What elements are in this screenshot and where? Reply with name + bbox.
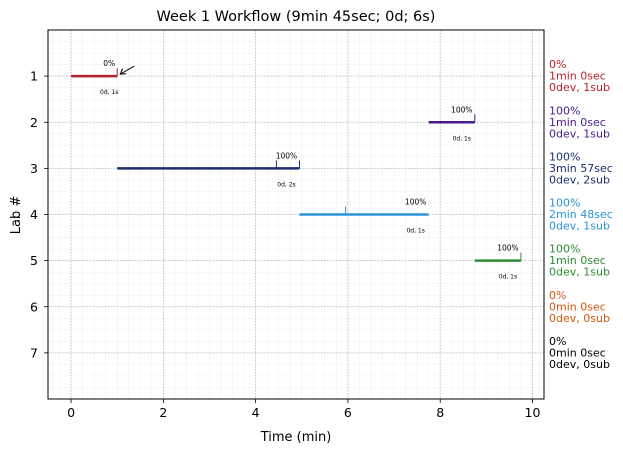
x-tick-label: 6 <box>344 405 352 420</box>
lab-1-summary-line: 0dev, 1sub <box>549 81 610 94</box>
y-tick-label: 7 <box>30 345 38 360</box>
lab-5-summary-line: 1min 0sec <box>549 254 606 267</box>
x-tick-label: 4 <box>252 405 260 420</box>
lab-3-summary-line: 100% <box>549 150 580 163</box>
grid-layer <box>48 30 545 399</box>
plot-frame <box>47 29 545 400</box>
lab-3-summary-line: 0dev, 2sub <box>549 173 610 186</box>
y-tick-label: 3 <box>30 161 38 176</box>
annotation-arrow-shaft <box>119 65 135 75</box>
y-tick-label: 1 <box>30 69 38 84</box>
x-tick-label: 0 <box>67 405 75 420</box>
lab-4-summary-line: 0dev, 1sub <box>549 220 610 233</box>
lab-1-summary-line: 0% <box>549 58 566 71</box>
lab-7-summary-line: 0% <box>549 335 566 348</box>
lab-5-percent: 100% <box>497 244 518 253</box>
lab-6-summary-line: 0min 0sec <box>549 300 606 313</box>
x-axis-label: Time (min) <box>260 430 332 445</box>
lab-5-summary-line: 0dev, 1sub <box>549 266 610 279</box>
bars-layer: 0% 0d, 1s 100% 0d, 1s 100% 0d, 2s 100% 0d, 1s 10… <box>71 59 522 281</box>
lab-6-summary-line: 0% <box>549 289 566 302</box>
annotation-arrow-head <box>119 68 127 75</box>
lab-2-summary-line: 1min 0sec <box>549 116 606 129</box>
lab-4-percent: 100% <box>405 198 426 207</box>
y-axis-label: Lab # <box>9 196 24 235</box>
lab-2-summary-line: 0dev, 1sub <box>549 127 610 140</box>
lab-1-percent: 0% <box>103 59 115 68</box>
lab-6-summary-line: 0dev, 0sub <box>549 312 610 325</box>
lab-5-summary-line: 100% <box>549 243 580 256</box>
lab-2-percent: 100% <box>451 105 472 114</box>
lab-7-summary-line: 0dev, 0sub <box>549 358 610 371</box>
x-tick-label: 2 <box>159 405 167 420</box>
lab-3-percent: 100% <box>276 151 297 160</box>
lab-3-duration: 0d, 2s <box>277 181 295 188</box>
lab-5-duration: 0d, 1s <box>499 274 517 281</box>
x-tick-label: 10 <box>525 405 541 420</box>
lab-2-duration: 0d, 1s <box>453 135 471 142</box>
x-tick-label: 8 <box>436 405 444 420</box>
chart-title: Week 1 Workflow (9min 45sec; 0d; 6s) <box>157 9 436 25</box>
y-tick-label: 6 <box>30 299 38 314</box>
lab-4-summary-line: 2min 48sec <box>549 208 613 221</box>
y-tick-label: 5 <box>30 253 38 268</box>
lab-3-summary-line: 3min 57sec <box>549 162 613 175</box>
lab-4-duration: 0d, 1s <box>406 228 424 235</box>
lab-1-summary-line: 1min 0sec <box>549 70 606 83</box>
lab-1-duration: 0d, 1s <box>100 89 118 96</box>
lab-4-summary-line: 100% <box>549 197 580 210</box>
lab-7-summary-line: 0min 0sec <box>549 346 606 359</box>
lab-2-summary-line: 100% <box>549 104 580 117</box>
y-tick-label: 4 <box>30 207 38 222</box>
y-tick-label: 2 <box>30 115 38 130</box>
